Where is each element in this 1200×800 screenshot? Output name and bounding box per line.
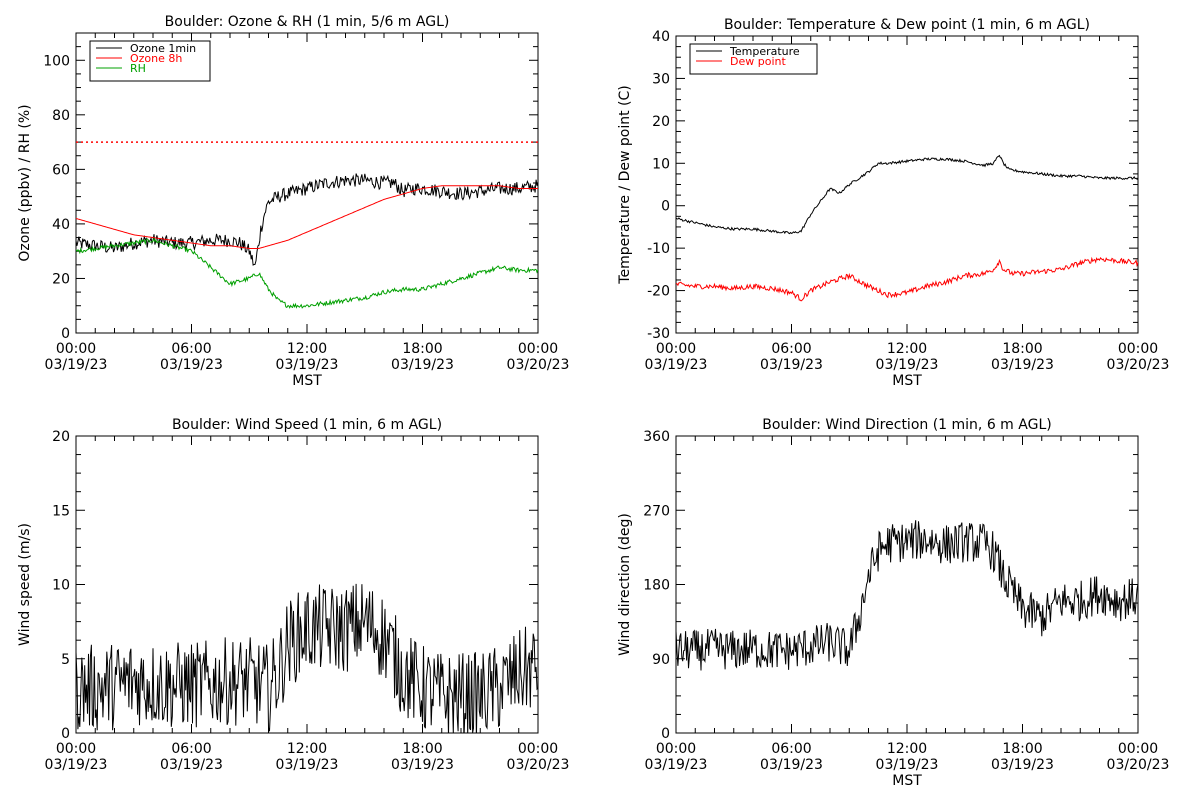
x-tick-date-label: 03/19/23 — [160, 757, 223, 773]
x-tick-date-label: 03/19/23 — [276, 757, 339, 773]
x-tick-time-label: 00:00 — [656, 341, 696, 357]
y-axis-label: Wind speed (m/s) — [17, 523, 33, 646]
y-tick-label: 80 — [52, 108, 70, 124]
series-line-1 — [676, 520, 1138, 671]
legend-label: Ozone 1min — [130, 42, 196, 55]
x-tick-time-label: 18:00 — [402, 341, 442, 357]
x-tick-date-label: 03/19/23 — [160, 357, 223, 373]
y-tick-label: 20 — [52, 271, 70, 287]
panel-2: Boulder: Temperature & Dew point (1 min,… — [617, 17, 1169, 389]
series-line-2 — [76, 185, 538, 249]
x-tick-time-label: 00:00 — [518, 741, 558, 757]
x-axis-label: MST — [292, 373, 322, 389]
x-tick-date-label: 03/20/23 — [1107, 357, 1170, 373]
x-tick-time-label: 00:00 — [1118, 741, 1158, 757]
series-line-1 — [676, 154, 1138, 235]
x-tick-date-label: 03/19/23 — [45, 757, 108, 773]
y-axis-label: Ozone (ppbv) / RH (%) — [17, 104, 33, 261]
x-tick-date-label: 03/19/23 — [645, 757, 708, 773]
series-line-1 — [76, 583, 538, 733]
plot-frame — [675, 435, 1139, 734]
chart-title: Boulder: Wind Speed (1 min, 6 m AGL) — [172, 417, 442, 433]
x-tick-date-label: 03/19/23 — [391, 757, 454, 773]
x-axis-label: MST — [892, 773, 922, 789]
x-tick-date-label: 03/19/23 — [876, 357, 939, 373]
x-tick-time-label: 18:00 — [1002, 341, 1042, 357]
y-tick-label: 60 — [52, 162, 70, 178]
x-tick-date-label: 03/19/23 — [991, 357, 1054, 373]
chart-title: Boulder: Ozone & RH (1 min, 5/6 m AGL) — [165, 14, 450, 30]
y-tick-label: 30 — [652, 71, 670, 87]
x-tick-time-label: 00:00 — [56, 341, 96, 357]
x-tick-date-label: 03/20/23 — [1107, 757, 1170, 773]
x-tick-time-label: 06:00 — [771, 741, 811, 757]
x-tick-time-label: 12:00 — [887, 741, 927, 757]
y-tick-label: 0 — [61, 726, 70, 742]
x-tick-date-label: 03/19/23 — [760, 357, 823, 373]
legend-label: Dew point — [730, 55, 786, 68]
panel-1: Boulder: Ozone & RH (1 min, 5/6 m AGL) 0 2… — [17, 14, 569, 389]
x-tick-time-label: 00:00 — [518, 341, 558, 357]
y-tick-label: 40 — [52, 217, 70, 233]
x-tick-time-label: 00:00 — [56, 741, 96, 757]
y-tick-label: 10 — [52, 578, 70, 594]
y-tick-label: -30 — [647, 326, 670, 342]
y-tick-label: 0 — [661, 199, 670, 215]
x-tick-time-label: 06:00 — [771, 341, 811, 357]
legend-label: RH — [130, 62, 146, 75]
series-group — [76, 583, 538, 733]
panel-3: Boulder: Wind Speed (1 min, 6 m AGL) 0 5 10… — [17, 417, 569, 773]
x-tick-date-label: 03/19/23 — [45, 357, 108, 373]
x-tick-time-label: 12:00 — [887, 341, 927, 357]
y-tick-label: 20 — [652, 114, 670, 130]
y-tick-label: 100 — [43, 53, 70, 69]
y-tick-label: 180 — [643, 578, 670, 594]
chart-title: Boulder: Wind Direction (1 min, 6 m AGL) — [762, 417, 1051, 433]
x-tick-date-label: 03/19/23 — [876, 757, 939, 773]
legend-label: Ozone 8h — [130, 52, 182, 65]
series-line-2 — [676, 256, 1138, 302]
x-tick-date-label: 03/19/23 — [276, 357, 339, 373]
x-tick-time-label: 06:00 — [171, 741, 211, 757]
series-line-1 — [76, 173, 538, 266]
y-tick-label: 0 — [61, 326, 70, 342]
x-tick-date-label: 03/20/23 — [507, 357, 570, 373]
series-group — [676, 520, 1138, 671]
series-line-3 — [76, 237, 538, 309]
x-tick-date-label: 03/19/23 — [991, 757, 1054, 773]
x-tick-time-label: 00:00 — [1118, 341, 1158, 357]
y-tick-label: 40 — [652, 29, 670, 45]
y-axis-label: Temperature / Dew point (C) — [617, 85, 633, 284]
y-tick-label: -20 — [647, 284, 670, 300]
x-tick-date-label: 03/19/23 — [391, 357, 454, 373]
panel-4: Boulder: Wind Direction (1 min, 6 m AGL)… — [617, 417, 1169, 789]
y-tick-label: -10 — [647, 241, 670, 257]
y-tick-label: 360 — [643, 429, 670, 445]
x-tick-date-label: 03/20/23 — [507, 757, 570, 773]
y-tick-label: 20 — [52, 429, 70, 445]
x-tick-date-label: 03/19/23 — [760, 757, 823, 773]
x-tick-date-label: 03/19/23 — [645, 357, 708, 373]
x-tick-time-label: 00:00 — [656, 741, 696, 757]
x-tick-time-label: 12:00 — [287, 741, 327, 757]
x-tick-time-label: 18:00 — [402, 741, 442, 757]
x-tick-time-label: 06:00 — [171, 341, 211, 357]
x-tick-time-label: 18:00 — [1002, 741, 1042, 757]
y-tick-label: 270 — [643, 503, 670, 519]
series-group — [76, 173, 538, 309]
y-axis-label: Wind direction (deg) — [617, 513, 633, 656]
y-tick-label: 10 — [652, 156, 670, 172]
series-group — [676, 154, 1138, 302]
y-tick-label: 90 — [652, 652, 670, 668]
y-tick-label: 5 — [61, 652, 70, 668]
chart-title: Boulder: Temperature & Dew point (1 min,… — [724, 17, 1090, 33]
legend-label: Temperature — [729, 45, 800, 58]
x-tick-time-label: 12:00 — [287, 341, 327, 357]
legend-box — [689, 43, 818, 75]
y-tick-label: 0 — [661, 726, 670, 742]
y-tick-label: 15 — [52, 503, 70, 519]
x-axis-label: MST — [892, 373, 922, 389]
